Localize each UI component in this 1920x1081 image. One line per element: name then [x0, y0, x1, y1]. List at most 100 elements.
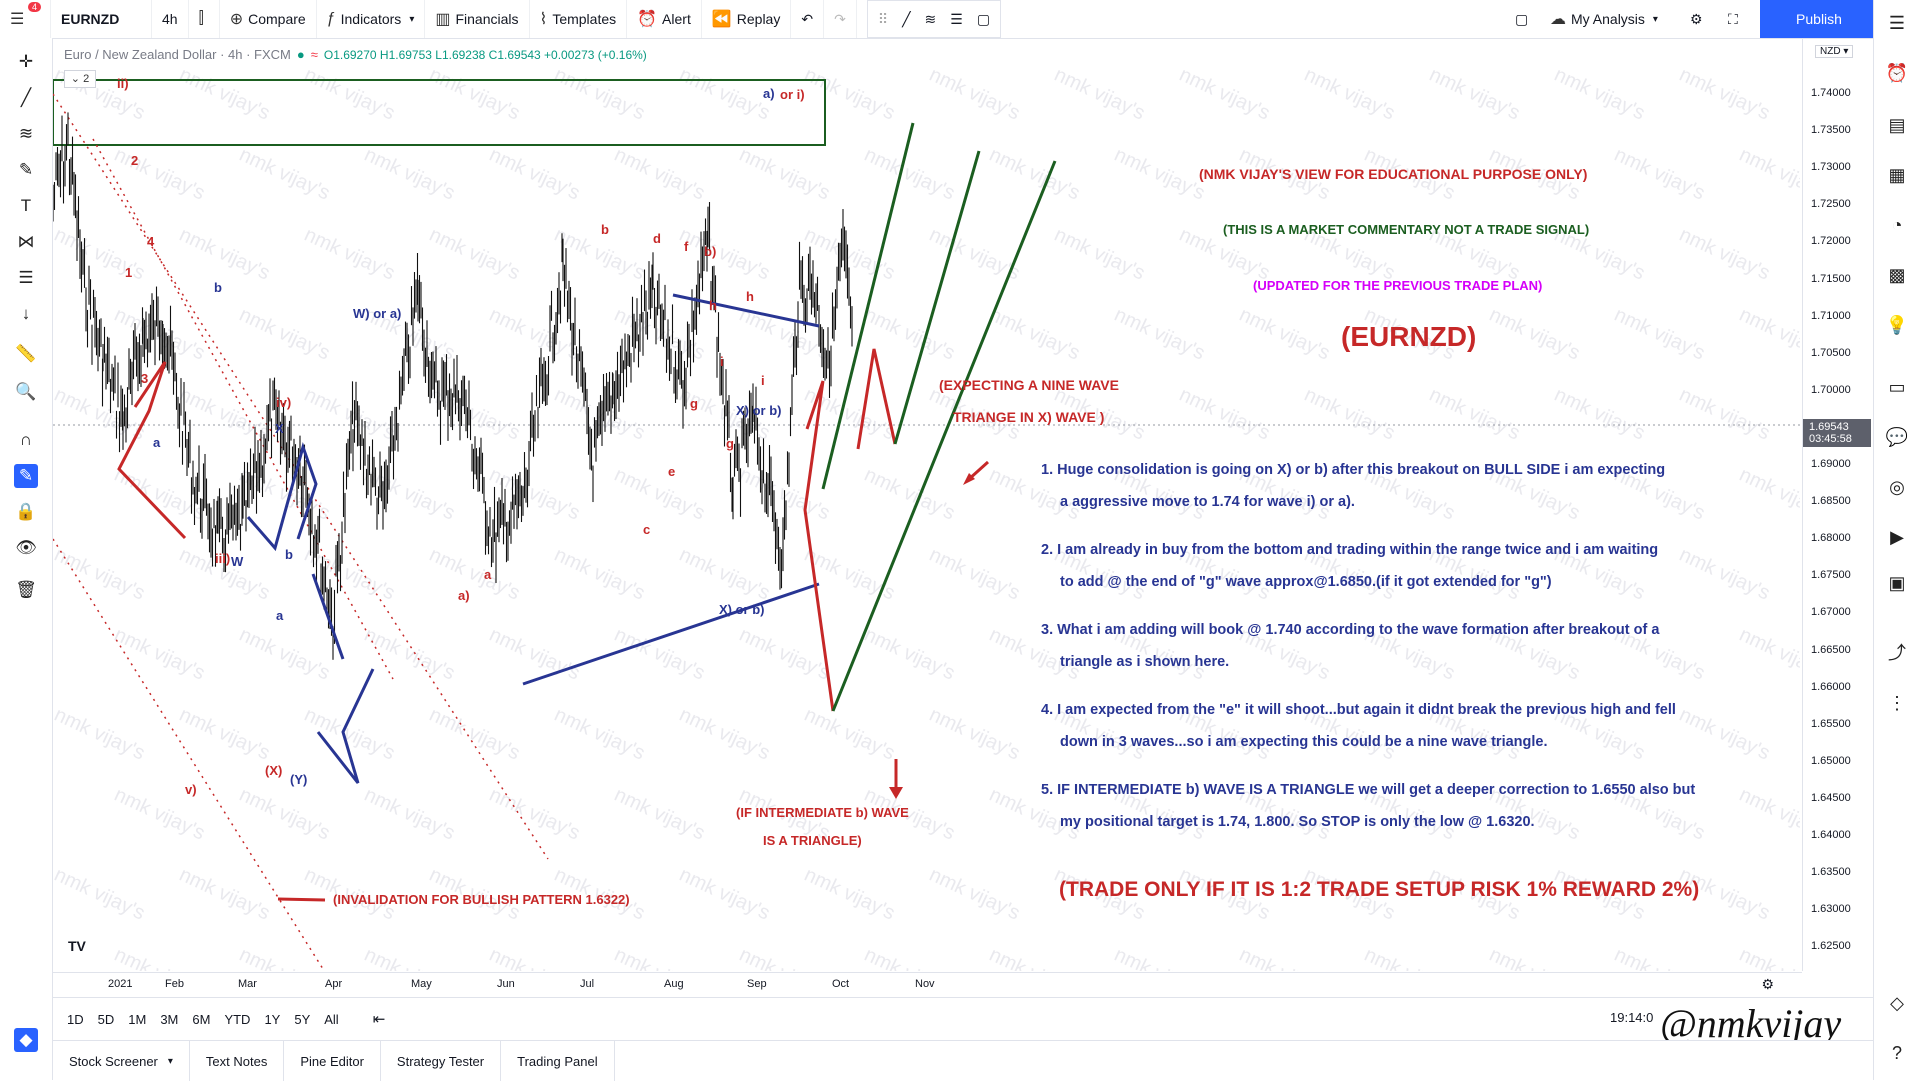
- trend-icon[interactable]: ⤴: [1888, 643, 1906, 663]
- range-3m-button[interactable]: 3M: [160, 1011, 179, 1027]
- trend-line-icon[interactable]: ╱: [20, 88, 32, 107]
- data-window-icon[interactable]: ▦: [1888, 165, 1906, 185]
- price-scale[interactable]: 1.74000 1.73500 1.73000 1.72500 1.72000 1.715…: [1802, 39, 1874, 971]
- watermark-text: nmk vijay's: [1051, 64, 1148, 125]
- wave-icon: ≈: [310, 47, 318, 62]
- price-tick: 1.66500: [1811, 643, 1851, 656]
- hotlist-icon[interactable]: ◔: [1891, 215, 1903, 235]
- forecast-icon[interactable]: ☰: [18, 268, 34, 287]
- object-tree-icon[interactable]: ◆: [14, 1028, 38, 1052]
- watermark-text: nmk vijay's: [1676, 704, 1773, 765]
- watermark-text: nmk vijay's: [1426, 64, 1523, 125]
- tab-strategy-tester[interactable]: Strategy Tester: [381, 1041, 502, 1081]
- eye-icon[interactable]: 👁: [15, 538, 37, 557]
- settings-button[interactable]: ⚙: [1680, 0, 1713, 38]
- pattern-icon[interactable]: ⋈: [17, 232, 35, 251]
- ideas-icon[interactable]: 💡: [1885, 315, 1909, 335]
- watermark-text: nmk vijay's: [611, 624, 708, 685]
- arrow-down-icon[interactable]: ↓: [21, 304, 31, 323]
- brush-tool-icon[interactable]: ≋: [924, 10, 937, 27]
- lock-icon[interactable]: 🔒: [15, 502, 37, 521]
- currency-label[interactable]: NZD ▾: [1815, 45, 1854, 58]
- tab-trading-panel[interactable]: Trading Panel: [501, 1041, 615, 1081]
- trash-icon[interactable]: 🗑: [15, 580, 37, 599]
- watermark-text: nmk vijay's: [801, 224, 898, 285]
- goto-date-icon[interactable]: ⇤: [372, 1011, 386, 1028]
- calendar-icon[interactable]: ▩: [1888, 265, 1906, 285]
- watermark-text: nmk vijay's: [801, 864, 898, 925]
- layout-toggle[interactable]: ▢: [1505, 0, 1538, 38]
- play-icon[interactable]: ▶: [1890, 527, 1904, 547]
- chat-icon[interactable]: ▭: [1888, 377, 1906, 397]
- lines-tool-icon[interactable]: ☰: [950, 10, 963, 27]
- menu-button[interactable]: ☰ 4: [0, 0, 51, 38]
- rectangle-tool-icon[interactable]: ▢: [976, 10, 991, 27]
- tab-stock-screener[interactable]: Stock Screener ▾: [53, 1041, 190, 1081]
- legend-collapse-button[interactable]: ⌄ 2: [64, 70, 96, 88]
- price-tick: 1.65500: [1811, 717, 1851, 730]
- tradingview-logo[interactable]: TV: [68, 938, 86, 954]
- watermark-text: nmk vijay's: [1676, 224, 1773, 285]
- wave-label: i: [761, 373, 765, 388]
- tab-pine-editor[interactable]: Pine Editor: [284, 1041, 381, 1081]
- drawing-mode-icon[interactable]: ✎: [14, 464, 38, 488]
- range-1d-button[interactable]: 1D: [67, 1011, 84, 1027]
- brush-icon[interactable]: ✎: [18, 160, 34, 179]
- alert-button[interactable]: ⏰ Alert: [627, 0, 702, 38]
- range-5d-button[interactable]: 5D: [97, 1011, 115, 1027]
- chart-type-button[interactable]: ⫿: [189, 0, 220, 38]
- range-1m-button[interactable]: 1M: [128, 1011, 147, 1027]
- chats-icon[interactable]: 💬: [1885, 427, 1909, 447]
- publish-button[interactable]: Publish: [1760, 0, 1878, 38]
- undo-button[interactable]: ↶: [791, 0, 825, 38]
- layers-icon[interactable]: ◇: [1890, 993, 1904, 1013]
- watermark-text: nmk vijay's: [1111, 304, 1208, 365]
- alerts-icon[interactable]: ⏰: [1885, 63, 1909, 83]
- price-tick: 1.71000: [1811, 309, 1851, 322]
- crosshair-icon[interactable]: ✛: [18, 52, 34, 71]
- hamburger-icon: ☰: [10, 11, 25, 28]
- range-all-button[interactable]: All: [324, 1011, 339, 1027]
- indicators-button[interactable]: ƒ Indicators ▾: [317, 0, 426, 38]
- watermark-text: nmk vijay's: [676, 704, 773, 765]
- price-tick: 1.67500: [1811, 569, 1851, 582]
- range-5y-button[interactable]: 5Y: [294, 1011, 311, 1027]
- wave-label: a: [484, 567, 492, 582]
- watchlist-icon[interactable]: ☰: [1888, 13, 1906, 33]
- compare-button[interactable]: ⊕ Compare: [220, 0, 317, 38]
- symbol-search[interactable]: EURNZD: [51, 0, 152, 38]
- watermark-text: nmk vijay's: [986, 304, 1083, 365]
- time-tick: Aug: [664, 978, 684, 990]
- ruler-icon[interactable]: 📏: [15, 344, 37, 363]
- notifications-icon[interactable]: ▣: [1888, 573, 1906, 593]
- news-icon[interactable]: ▤: [1888, 115, 1906, 135]
- price-chart[interactable]: nmk vijay's nmk vijay's nmk vijay's nmk vij…: [53, 39, 1800, 971]
- clock[interactable]: 19:14:0: [1610, 1010, 1654, 1025]
- compare-label: Compare: [248, 11, 306, 27]
- financials-button[interactable]: ▥ Financials: [425, 0, 530, 38]
- time-scale[interactable]: 2021 Feb Mar Apr May Jun Jul Aug Sep Oct Nov ⚙: [53, 972, 1802, 997]
- range-1y-button[interactable]: 1Y: [264, 1011, 281, 1027]
- magnet-icon[interactable]: ∩: [19, 430, 33, 449]
- watermark-text: nmk vijay's: [426, 224, 523, 285]
- tab-text-notes[interactable]: Text Notes: [190, 1041, 285, 1081]
- text-icon[interactable]: T: [20, 196, 32, 215]
- range-ytd-button[interactable]: YTD: [224, 1011, 251, 1027]
- pitchfork-icon[interactable]: ≋: [18, 124, 34, 143]
- streams-icon[interactable]: ◎: [1889, 477, 1905, 497]
- interval-button[interactable]: 4h: [152, 0, 189, 38]
- line-tool-icon[interactable]: ╱: [902, 10, 911, 27]
- replay-button[interactable]: ⏪ Replay: [702, 0, 792, 38]
- range-6m-button[interactable]: 6M: [192, 1011, 211, 1027]
- zoom-icon[interactable]: 🔍: [15, 382, 37, 401]
- templates-button[interactable]: ⌇ Templates: [530, 0, 628, 38]
- redo-button[interactable]: ↷: [824, 0, 857, 38]
- my-analysis-button[interactable]: ☁ My Analysis ▾: [1540, 0, 1668, 38]
- gear-icon[interactable]: ⚙: [1761, 976, 1774, 992]
- annotation-point-line1: 1. Huge consolidation is going on X) or …: [1041, 462, 1665, 478]
- help-icon[interactable]: ?: [1891, 1043, 1902, 1063]
- fullscreen-button[interactable]: ⛶: [1718, 0, 1748, 38]
- more-icon[interactable]: ⋮: [1888, 693, 1906, 713]
- drag-handle-icon[interactable]: ⠿: [877, 10, 889, 27]
- chevron-down-icon: ▾: [1652, 13, 1658, 25]
